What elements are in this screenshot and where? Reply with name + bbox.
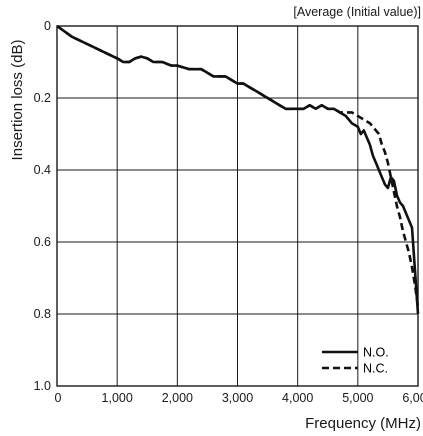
x-tick-label: 0: [55, 391, 62, 405]
y-tick-label: 0.6: [34, 235, 51, 249]
x-tick-label: 6,000: [402, 391, 423, 405]
y-tick-label: 0: [44, 19, 51, 33]
x-tick-label: 1,000: [102, 391, 133, 405]
y-tick-label: 0.2: [34, 91, 51, 105]
y-tick-label: 1.0: [34, 379, 51, 393]
series-lines: [56, 24, 420, 315]
y-tick-label: 0.8: [34, 307, 51, 321]
x-tick-label: 2,000: [162, 391, 193, 405]
y-axis-ticks: 0 0.2 0.4 0.6 0.8 1.0: [34, 19, 51, 393]
chart-annotation: [Average (Initial value)]: [293, 5, 421, 19]
legend: N.O. N.C.: [322, 346, 389, 376]
x-axis-label: Frequency (MHz): [305, 415, 421, 432]
plot-frame: [56, 25, 419, 387]
y-axis-label: Insertion loss (dB): [9, 40, 26, 161]
legend-label: N.C.: [363, 362, 388, 376]
x-tick-label: 4,000: [282, 391, 313, 405]
grid-lines: [57, 26, 418, 386]
x-axis-ticks: 0 1,000 2,000 3,000 4,000 5,000 6,000: [55, 391, 423, 405]
x-tick-label: 3,000: [222, 391, 253, 405]
legend-label: N.O.: [363, 346, 389, 360]
series-line-nc: [56, 24, 420, 307]
x-tick-label: 5,000: [342, 391, 373, 405]
y-tick-label: 0.4: [34, 163, 51, 177]
